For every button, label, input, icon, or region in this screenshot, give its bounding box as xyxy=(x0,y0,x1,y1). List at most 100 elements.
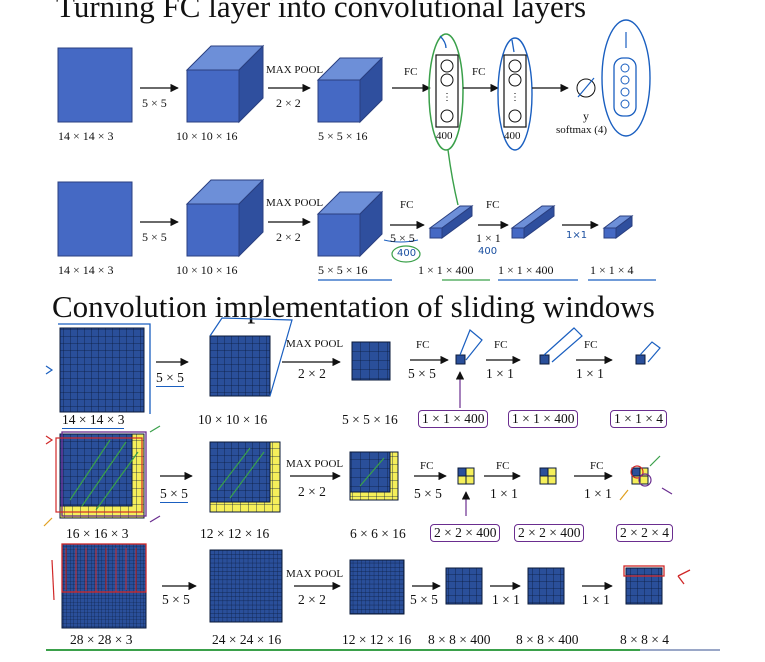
diagram1-output-softmax xyxy=(576,19,651,137)
diagram2-fc-conv-400b xyxy=(510,205,556,239)
r3-label-fc1-out: 8 × 8 × 400 xyxy=(428,632,491,647)
r2-conv-kernel: 5 × 5 xyxy=(160,486,188,503)
r3-conv-kernel: 5 × 5 xyxy=(162,592,190,607)
d2-label-fc1-out: 1 × 1 × 400 xyxy=(418,263,474,277)
svg-text:⋮: ⋮ xyxy=(510,92,520,103)
r3-label-input: 28 × 28 × 3 xyxy=(70,632,133,647)
r3-label-fc2-out: 8 × 8 × 400 xyxy=(516,632,579,647)
r3-pool-size: 2 × 2 xyxy=(298,592,326,607)
r1-fc-a: FC xyxy=(416,339,430,351)
green-link-arrow xyxy=(447,149,459,206)
r1-pool-size: 2 × 2 xyxy=(298,366,326,381)
r1-label-pool-out: 5 × 5 × 16 xyxy=(342,412,398,427)
r3-label-conv-out: 24 × 24 × 16 xyxy=(212,632,282,647)
d1-n1: 400 xyxy=(436,130,453,142)
d1-y: y xyxy=(583,109,589,123)
r3-kernel-5x5: 5 × 5 xyxy=(410,592,438,607)
d2-conv-kernel: 5 × 5 xyxy=(142,230,167,244)
r1-kernel-1x1a: 1 × 1 xyxy=(486,366,514,381)
r2-label-conv-out: 12 × 12 × 16 xyxy=(200,526,270,541)
diagram2-input-square xyxy=(57,181,133,257)
r1-maxpool: MAX POOL xyxy=(286,338,344,350)
r1-label-fc1-out: 1 × 1 × 400 xyxy=(418,410,489,428)
d2-fc1: FC xyxy=(400,199,414,211)
d1-n2: 400 xyxy=(504,130,521,142)
r2-label-output: 2 × 2 × 4 xyxy=(616,524,673,542)
diagram1-input-square xyxy=(57,47,133,123)
annotation-arrow-2 xyxy=(511,39,515,53)
row1-grid-10x10 xyxy=(209,335,271,397)
diagram2-cube-5x5x16 xyxy=(316,190,384,258)
d2-handwritten-400b: 400 xyxy=(478,246,498,257)
r2-fc-c: FC xyxy=(590,460,604,472)
diagram2-output-1x1x4 xyxy=(602,215,634,239)
diagram1-fc-layer-1: ⋮ xyxy=(428,33,464,151)
d2-label-pool-out: 5 × 5 × 16 xyxy=(318,263,368,277)
r2-kernel-5x5: 5 × 5 xyxy=(414,486,442,501)
row1-cell-1x1x400 xyxy=(455,354,466,365)
svg-text:⋮: ⋮ xyxy=(442,92,452,103)
r3-label-output: 8 × 8 × 4 xyxy=(620,632,669,647)
r1-kernel-5x5: 5 × 5 xyxy=(408,366,436,381)
r1-label-input: 14 × 14 × 3 xyxy=(62,412,125,429)
r2-maxpool: MAX POOL xyxy=(286,458,344,470)
diagram2-cube-10x10x16 xyxy=(185,178,265,258)
r2-kernel-1x1a: 1 × 1 xyxy=(490,486,518,501)
r1-conv-kernel: 5 × 5 xyxy=(156,370,184,387)
d1-conv-kernel: 5 × 5 xyxy=(142,96,167,110)
row2-cell-2x2x400b xyxy=(539,467,557,485)
d1-softmax: softmax (4) xyxy=(556,124,608,136)
row1-input-grid xyxy=(59,327,145,413)
d2-label-input: 14 × 14 × 3 xyxy=(58,263,114,277)
row2-cell-2x2x4 xyxy=(619,455,673,501)
row1-cell-1x1x4 xyxy=(635,354,646,365)
row3-grid-8x8x4 xyxy=(625,567,663,605)
row3-grid-8x8x400b xyxy=(527,567,565,605)
r2-fc-a: FC xyxy=(420,460,434,472)
d2-fc2-kernel: 1 × 1 xyxy=(476,231,501,245)
d2-pool-size: 2 × 2 xyxy=(276,230,301,244)
d1-label-input: 14 × 14 × 3 xyxy=(58,129,114,143)
r3-label-pool-out: 12 × 12 × 16 xyxy=(342,632,412,647)
row3-grid-24x24 xyxy=(209,549,283,623)
d2-fc1-kernel: 5 × 5 xyxy=(390,231,415,245)
r2-label-fc1-out: 2 × 2 × 400 xyxy=(430,524,501,542)
r2-pool-size: 2 × 2 xyxy=(298,484,326,499)
d2-maxpool: MAX POOL xyxy=(266,197,324,209)
row2-cell-2x2x400 xyxy=(457,467,475,485)
r2-label-fc2-out: 2 × 2 × 400 xyxy=(514,524,585,542)
r3-kernel-1x1b: 1 × 1 xyxy=(582,592,610,607)
d2-fc2: FC xyxy=(486,199,500,211)
r3-kernel-1x1a: 1 × 1 xyxy=(492,592,520,607)
r2-fc-b: FC xyxy=(496,460,510,472)
diagram1-cube-10x10x16 xyxy=(185,44,265,124)
d1-pool-size: 2 × 2 xyxy=(276,96,301,110)
row1-cell-1x1x400b xyxy=(539,354,550,365)
d1-label-pool-out: 5 × 5 × 16 xyxy=(318,129,368,143)
d2-label-output: 1 × 1 × 4 xyxy=(590,263,634,277)
r2-label-pool-out: 6 × 6 × 16 xyxy=(350,526,406,541)
r3-maxpool: MAX POOL xyxy=(286,568,344,580)
row3-input-grid xyxy=(61,543,147,629)
r1-fc-c: FC xyxy=(584,339,598,351)
diagram1-cube-5x5x16 xyxy=(316,56,384,124)
d1-label-conv-out: 10 × 10 × 16 xyxy=(176,129,238,143)
d1-fc1: FC xyxy=(404,66,418,78)
diagram1-fc-layer-2: ⋮ xyxy=(497,37,533,151)
r2-label-input: 16 × 16 × 3 xyxy=(66,526,129,541)
row1-grid-5x5 xyxy=(351,341,391,381)
title-sliding-windows: Convolution implementation of sliding wi… xyxy=(52,289,655,324)
d1-maxpool: MAX POOL xyxy=(266,64,324,76)
d2-handwritten-1x1: 1×1 xyxy=(566,230,588,241)
r1-kernel-1x1b: 1 × 1 xyxy=(576,366,604,381)
row3-grid-8x8x400 xyxy=(445,567,483,605)
d1-fc2: FC xyxy=(472,66,486,78)
d2-label-conv-out: 10 × 10 × 16 xyxy=(176,263,238,277)
d2-handwritten-400a: 400 xyxy=(397,248,417,259)
diagram2-fc-conv-400 xyxy=(428,205,474,239)
r1-fc-b: FC xyxy=(494,339,508,351)
r1-label-output: 1 × 1 × 4 xyxy=(610,410,667,428)
row3-grid-12x12 xyxy=(349,559,405,615)
r1-label-conv-out: 10 × 10 × 16 xyxy=(198,412,268,427)
